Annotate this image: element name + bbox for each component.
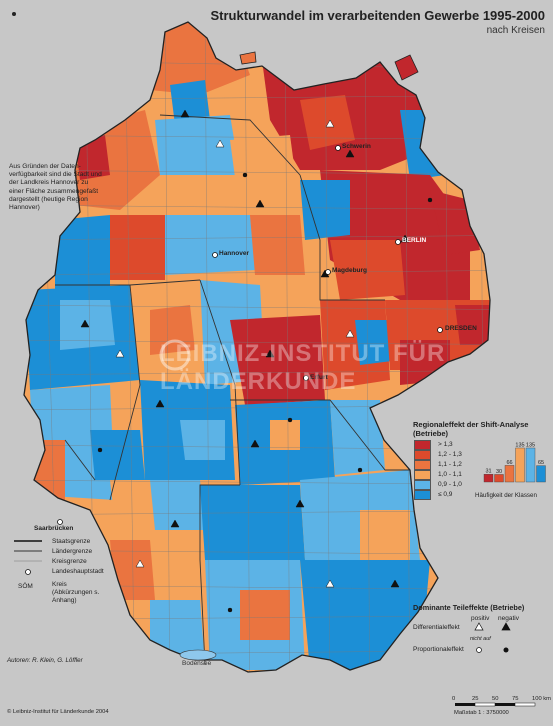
watermark-text: LEIBNIZ-INSTITUT FÜR LÄNDERKUNDE [160, 340, 446, 395]
proportional-negative-icon [503, 647, 509, 653]
legend-proportional: Proportionaleffekt [413, 646, 464, 653]
scale-tick-label: 25 [472, 696, 479, 702]
histogram-bar [504, 465, 515, 483]
legend-swatch [414, 470, 431, 480]
histogram-bar [525, 447, 536, 483]
histogram-value: 66 [506, 460, 512, 466]
histogram-value: 30 [496, 469, 502, 475]
bodensee-lake [179, 649, 217, 661]
legend-class-label: ≤ 0,9 [438, 491, 453, 498]
histogram-value: 65 [538, 460, 544, 466]
effect-symbols [80, 109, 433, 613]
histogram-bar [483, 473, 494, 483]
hannover-note: Aus Gründen der Daten-verfügbarkeit sind… [9, 163, 102, 212]
histogram-bar [494, 474, 504, 483]
histogram-value: 135 [526, 443, 535, 449]
legend-swatch [414, 460, 431, 470]
place-label-hannover: Hannover [219, 250, 249, 257]
legend-differential: Differentialeffekt [413, 624, 460, 631]
publisher: © Leibniz-Institut für Länderkunde 2004 [7, 709, 109, 715]
map-subtitle: nach Kreisen [486, 25, 545, 36]
place-label-dresden: DRESDEN [445, 325, 477, 332]
scale-label: Maßstab 1 : 3750000 [454, 710, 509, 716]
laender-boundaries [55, 114, 410, 666]
differential-negative-icon [501, 622, 511, 631]
legend-class-label: 1,1 - 1,2 [438, 461, 462, 468]
scale-tick-label: 50 [492, 696, 499, 702]
legend-swatch [414, 440, 431, 450]
place-label-erfurt: Erfurt [310, 374, 328, 381]
capital-markers [57, 145, 443, 525]
boundary-line-samples [14, 540, 42, 575]
proportional-positive-icon [476, 647, 482, 653]
differential-positive-icon [474, 622, 484, 631]
legend-swatch [414, 490, 431, 500]
legend-swatch [414, 480, 431, 490]
legend-kreis-border: Kreisgrenze [52, 558, 87, 565]
dominant-symbols [474, 622, 511, 653]
place-label-magdeburg: Magdeburg [332, 267, 368, 274]
histogram-value: 135 [515, 443, 524, 449]
legend-kreis-abbr-sample: SÖM [18, 583, 33, 590]
authors: Autoren: R. Klein, G. Löffler [7, 657, 83, 664]
legend-absent: nicht auf [470, 636, 491, 642]
place-label-bodensee: Bodensee [182, 660, 212, 667]
dominant-negative-label: negativ [498, 615, 519, 622]
legend-class-label: 1,0 - 1,1 [438, 471, 462, 478]
watermark-emblem [159, 339, 191, 371]
histogram-value: 31 [485, 469, 491, 475]
legend-kreis-abbr: Kreis (Abkürzungen s. Anhang) [52, 581, 100, 604]
scale-bar [455, 702, 536, 707]
ruegen-island [394, 54, 419, 81]
histogram-bar [515, 447, 525, 483]
histogram-caption: Häufigkeit der Klassen [475, 492, 537, 499]
legend-land-border: Ländergrenze [52, 548, 93, 555]
map-title: Strukturwandel im verarbeitenden Gewerbe… [210, 8, 545, 23]
national-border [23, 21, 491, 673]
histogram-bar [536, 465, 546, 483]
legend-class-label: 1,2 - 1,3 [438, 451, 462, 458]
place-label-berlin: BERLIN [402, 237, 427, 244]
scale-tick-label: 100 km [532, 696, 552, 702]
legend-class-label: 0,9 - 1,0 [438, 481, 462, 488]
scale-tick-label: 75 [512, 696, 519, 702]
place-label-schwerin: Schwerin [342, 143, 371, 150]
legend-swatch [414, 450, 431, 460]
dominant-positive-label: positiv [471, 615, 490, 622]
legend-class-label: > 1,3 [438, 441, 453, 448]
class-histogram: 31 30 66 135 135 65 [483, 443, 546, 483]
place-label-saarbruecken: Saarbrücken [34, 525, 74, 532]
dominant-effects-title: Dominante Teileffekte (Betriebe) [413, 603, 525, 612]
corner-dot [12, 12, 16, 16]
scale-tick-label: 0 [452, 696, 456, 702]
legend-capital: Landeshauptstadt [52, 568, 104, 575]
legend-state-border: Staatsgrenze [52, 538, 91, 545]
fehmarn-island [239, 51, 257, 65]
class-legend-title: Regionaleffekt der Shift-Analyse (Betrie… [413, 420, 529, 438]
